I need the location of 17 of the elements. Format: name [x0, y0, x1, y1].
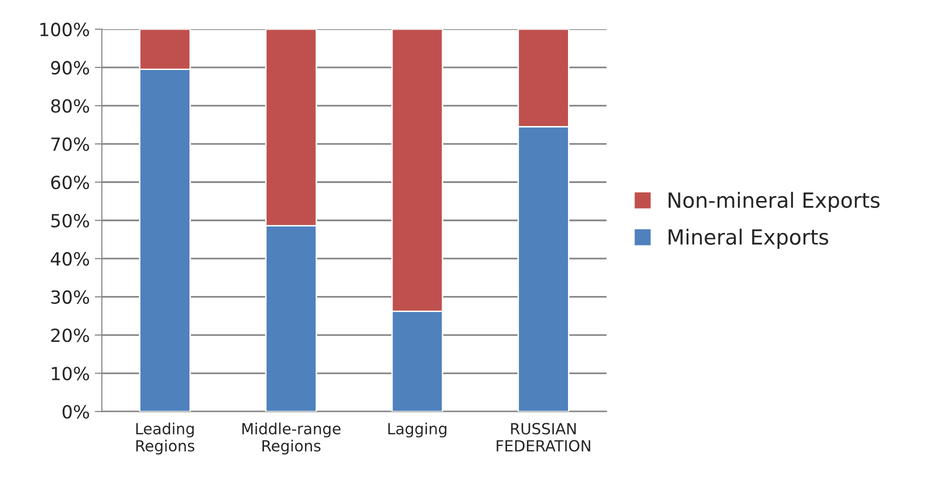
y-tick-label: 20% [51, 328, 90, 342]
x-tick-label: Lagging [388, 422, 446, 438]
y-tick-label: 90% [51, 60, 90, 75]
y-tick-label: 30% [51, 290, 90, 304]
y-tick-label: 80% [51, 99, 90, 113]
y-tick-label: 70% [51, 137, 90, 152]
x-tick-label: Leading Regions [136, 422, 194, 455]
x-tick-label: RUSSIAN FEDERATION [496, 422, 590, 452]
y-tick-label: 60% [51, 176, 90, 190]
y-tick-label: 50% [51, 214, 90, 228]
legend-label: Mineral Exports [668, 228, 828, 249]
y-tick-label: 0% [62, 404, 90, 419]
x-tick-label: Middle-range Regions [242, 422, 340, 455]
y-tick-label: 40% [50, 252, 90, 266]
y-tick-label: 10% [52, 366, 90, 380]
legend-label: Non-mineral Exports [668, 192, 880, 212]
y-tick-label: 100% [40, 22, 90, 36]
